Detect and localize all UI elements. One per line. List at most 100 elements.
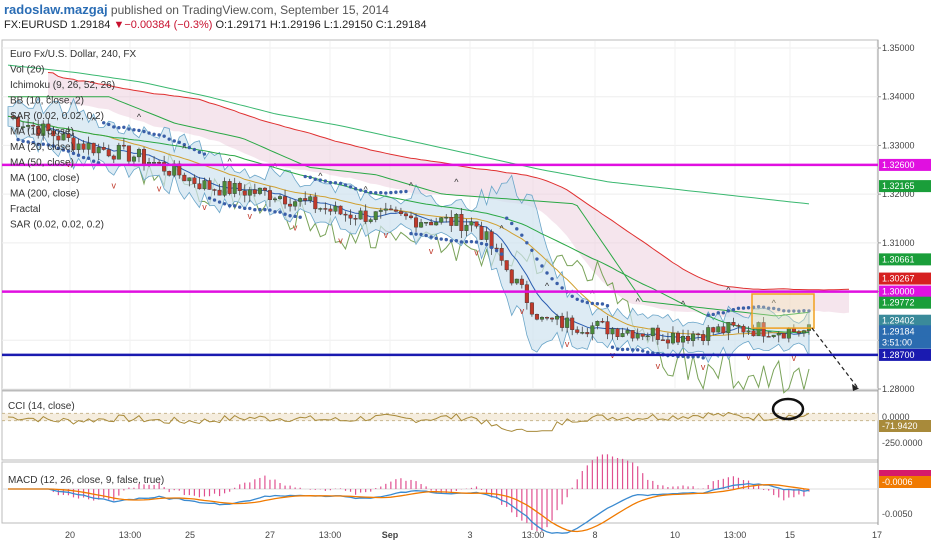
candle-body (696, 333, 701, 336)
candle-body (459, 214, 464, 231)
indicator-legend-item[interactable]: SAR (0.02, 0.02, 0.2) (10, 220, 104, 231)
low-price: L:1.29150 (323, 19, 373, 31)
projection-arrow-line[interactable] (811, 327, 859, 389)
candle-body (721, 326, 726, 334)
indicator-legend-item[interactable]: MA (10, close) (10, 127, 74, 138)
candle-body (575, 329, 580, 333)
consolidation-box[interactable] (751, 293, 815, 329)
candle-body (761, 322, 766, 337)
sar-dot (494, 248, 499, 253)
candle-body (51, 130, 56, 137)
candle-body (716, 326, 721, 333)
cci-highlight-circle[interactable] (771, 397, 805, 421)
sar-dot (369, 190, 373, 195)
open-price: O:1.29171 (215, 19, 267, 31)
fractal-up-marker: ^ (92, 116, 97, 126)
publish-line: radoslaw.mazgaj published on TradingView… (4, 2, 389, 17)
sar-dot (726, 309, 731, 313)
sar-dot (132, 128, 136, 132)
indicator-legend-item[interactable]: SAR (0.02, 0.02, 0.2) (10, 111, 104, 122)
sar-dot (207, 196, 212, 200)
candle-body (242, 190, 247, 196)
price-tag (879, 158, 931, 171)
sar-dot (278, 210, 282, 214)
candle-body (645, 335, 650, 338)
candle-body (31, 125, 36, 127)
indicator-legend-item[interactable]: MA (20, close) (10, 142, 74, 153)
price-tag (879, 180, 931, 193)
candle-body (298, 198, 303, 202)
sar-dot (570, 294, 574, 298)
sar-dot (112, 125, 116, 129)
price-tag-label: 1.30661 (882, 254, 915, 264)
x-tick-label: 3 (467, 530, 472, 540)
candle-body (61, 133, 66, 141)
candle-body (560, 315, 565, 328)
price-tick-label: 1.32000 (882, 189, 915, 199)
candle-body (202, 180, 207, 190)
sar-dot (530, 248, 534, 252)
x-tick-label: 8 (592, 530, 597, 540)
price-tag (879, 285, 931, 298)
candle-body (96, 147, 101, 154)
sar-dot (434, 236, 438, 240)
macd-label: MACD (12, 26, close, 9, false, true) (8, 475, 164, 486)
indicator-legend-item[interactable]: Euro Fx/U.S. Dollar, 240, FX (10, 49, 136, 60)
sar-dot (268, 208, 272, 212)
candle-body (650, 327, 655, 337)
sar-dot (394, 190, 398, 194)
candle-body (313, 196, 318, 210)
candle-body (585, 332, 590, 335)
sar-dot (766, 306, 771, 310)
candle-body (116, 144, 121, 160)
price-tag (879, 325, 931, 338)
indicator-legend-item[interactable]: MA (100, close) (10, 173, 79, 184)
candle-body (36, 126, 41, 136)
candle-body (565, 317, 570, 328)
indicator-legend-item[interactable]: Vol (20) (10, 65, 44, 76)
sar-dot (51, 144, 56, 148)
high-price: H:1.29196 (269, 19, 321, 31)
candle-body (776, 333, 781, 336)
candle-body (81, 143, 86, 150)
indicator-legend-item[interactable]: MA (200, close) (10, 189, 79, 200)
sar-dot (620, 347, 625, 352)
candle-body (595, 321, 600, 326)
fractal-down-marker: v (701, 362, 706, 372)
candle-body (46, 123, 51, 132)
sar-dot (610, 345, 615, 349)
x-tick-label: 15 (785, 530, 795, 540)
sar-dot (348, 185, 353, 189)
candle-body (489, 231, 494, 249)
candle-body (41, 123, 46, 136)
candle-body (409, 215, 414, 218)
sar-dot (444, 237, 448, 242)
candle-body (76, 143, 81, 150)
sar-dot (575, 297, 579, 301)
candle-body (756, 322, 761, 337)
candle-body (414, 217, 419, 228)
fractal-down-marker: v (202, 202, 207, 212)
candle-body (545, 317, 550, 319)
price-tag-label: 1.30000 (882, 287, 915, 297)
macd-signal-line (8, 483, 810, 533)
candle-body (197, 183, 202, 190)
sar-dot (459, 240, 464, 244)
fractal-down-marker: v (746, 352, 751, 362)
indicator-legend-item[interactable]: Ichimoku (9, 26, 52, 26) (10, 80, 115, 91)
sar-dot (217, 200, 222, 204)
sar-dot (353, 187, 358, 191)
price-tag-label: 1.28700 (882, 350, 915, 360)
indicator-legend-item[interactable]: BB (10, close, 2) (10, 96, 84, 107)
sar-dot (318, 178, 323, 182)
indicator-legend-item[interactable]: MA (50, close) (10, 158, 74, 169)
fractal-down-marker: v (656, 361, 661, 371)
candle-body (524, 284, 529, 303)
indicator-legend-item[interactable]: Fractal (10, 204, 41, 215)
candle-body (675, 332, 680, 343)
price-tick-label: 1.28000 (882, 384, 915, 394)
x-tick-label: 13:00 (119, 530, 142, 540)
author-name[interactable]: radoslaw.mazgaj (4, 2, 108, 17)
fractal-up-marker: ^ (273, 162, 278, 172)
